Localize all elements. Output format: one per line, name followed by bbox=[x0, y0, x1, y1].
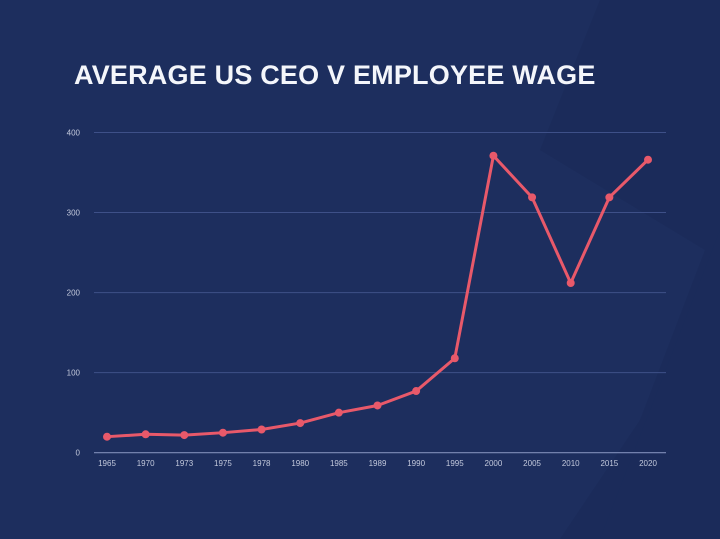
data-point-marker bbox=[489, 151, 498, 160]
x-tick-label: 1990 bbox=[407, 459, 425, 468]
data-point-marker bbox=[528, 193, 537, 202]
x-axis-labels: 1965 1970 1973 1975 1978 1980 1985 1989 1990 1995… bbox=[98, 459, 657, 468]
y-tick-label: 0 bbox=[76, 449, 81, 458]
data-point-marker bbox=[373, 401, 382, 410]
y-tick-label: 100 bbox=[67, 369, 81, 378]
data-point-marker bbox=[103, 432, 111, 441]
x-tick-label: 2010 bbox=[562, 459, 580, 468]
x-tick-label: 2020 bbox=[639, 459, 657, 468]
y-tick-label: 300 bbox=[67, 209, 81, 218]
data-point-marker bbox=[218, 428, 227, 437]
x-tick-label: 1975 bbox=[214, 459, 232, 468]
gridlines bbox=[94, 132, 666, 454]
x-tick-label: 1995 bbox=[446, 459, 464, 468]
data-point-marker bbox=[180, 431, 189, 440]
x-tick-label: 1965 bbox=[98, 459, 116, 468]
data-point-marker bbox=[450, 354, 459, 363]
data-point-marker bbox=[141, 430, 150, 439]
x-tick-label: 1989 bbox=[369, 459, 387, 468]
data-point-marker bbox=[644, 155, 652, 164]
chart-title: AVERAGE US CEO V EMPLOYEE WAGE bbox=[74, 60, 596, 90]
data-point-marker bbox=[605, 193, 614, 202]
x-tick-label: 1970 bbox=[137, 459, 155, 468]
data-point-marker bbox=[296, 419, 305, 428]
x-tick-label: 1978 bbox=[253, 459, 271, 468]
x-tick-label: 2015 bbox=[600, 459, 618, 468]
data-series bbox=[103, 151, 652, 441]
x-tick-label: 1985 bbox=[330, 459, 348, 468]
series-line bbox=[105, 154, 650, 439]
data-point-marker bbox=[334, 408, 343, 417]
data-point-marker bbox=[566, 278, 575, 287]
y-axis-labels: 0 100 200 300 400 bbox=[67, 129, 81, 458]
data-point-marker bbox=[257, 425, 266, 434]
x-tick-label: 2005 bbox=[523, 459, 541, 468]
x-tick-label: 2000 bbox=[485, 459, 503, 468]
data-point-marker bbox=[412, 387, 421, 396]
y-tick-label: 400 bbox=[67, 129, 81, 138]
x-tick-label: 1973 bbox=[175, 459, 193, 468]
y-tick-label: 200 bbox=[67, 289, 81, 298]
x-tick-label: 1980 bbox=[291, 459, 309, 468]
